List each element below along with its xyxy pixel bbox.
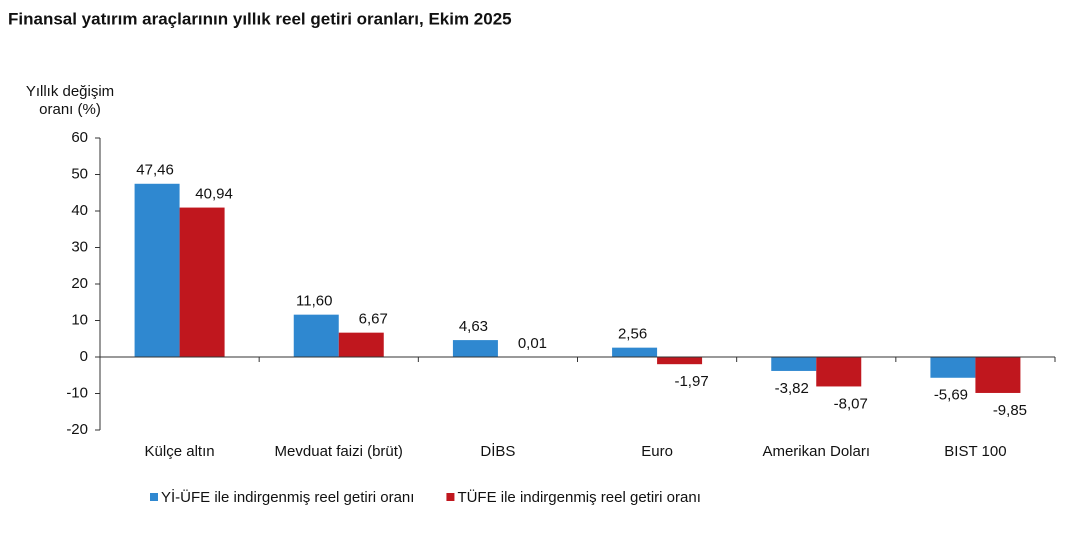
- x-tick-label: BIST 100: [944, 443, 1006, 460]
- x-tick-label: Amerikan Doları: [762, 443, 870, 460]
- value-label: -8,07: [834, 395, 868, 412]
- y-tick-label: 10: [71, 311, 88, 328]
- bar: [612, 347, 658, 357]
- value-label: -5,69: [934, 387, 968, 404]
- bar: [134, 183, 180, 357]
- x-tick-label: Mevduat faizi (brüt): [275, 443, 403, 460]
- bar: [816, 357, 862, 387]
- value-label: 0,01: [518, 335, 547, 352]
- y-tick-label: -20: [66, 421, 88, 438]
- y-tick-label: 30: [71, 238, 88, 255]
- value-label: 4,63: [459, 318, 488, 335]
- bar: [975, 357, 1021, 393]
- legend-swatch: [150, 493, 158, 501]
- value-label: 11,60: [296, 293, 332, 310]
- y-tick-label: 20: [71, 275, 88, 292]
- value-label: 47,46: [136, 162, 174, 179]
- value-label: -3,82: [775, 380, 809, 397]
- value-label: -1,97: [674, 373, 708, 390]
- x-tick-label: Külçe altın: [145, 443, 215, 460]
- bar: [338, 332, 384, 357]
- value-label: -9,85: [993, 402, 1027, 419]
- x-tick-label: Euro: [641, 443, 673, 460]
- bar: [657, 357, 703, 365]
- legend-swatch: [446, 493, 455, 501]
- y-tick-label: 0: [80, 348, 88, 365]
- value-label: 2,56: [618, 326, 647, 343]
- y-tick-label: 60: [71, 129, 88, 146]
- x-tick-label: DİBS: [480, 442, 515, 460]
- bar: [930, 357, 976, 378]
- y-axis-label: Yıllık değişim oranı (%): [25, 83, 115, 118]
- chart-title: Finansal yatırım araçlarının yıllık reel…: [8, 9, 512, 28]
- y-tick-label: 40: [71, 202, 88, 219]
- y-tick-label: 50: [71, 165, 88, 182]
- bar: [179, 207, 225, 357]
- bar: [452, 340, 498, 357]
- legend-label: Yİ-ÜFE ile indirgenmiş reel getiri oranı: [161, 488, 414, 506]
- y-tick-label: -10: [66, 384, 88, 401]
- bar: [771, 357, 817, 371]
- value-label: 40,94: [195, 186, 233, 203]
- bar: [293, 314, 339, 357]
- legend-label: TÜFE ile indirgenmiş reel getiri oranı: [457, 488, 700, 506]
- value-label: 6,67: [359, 311, 388, 328]
